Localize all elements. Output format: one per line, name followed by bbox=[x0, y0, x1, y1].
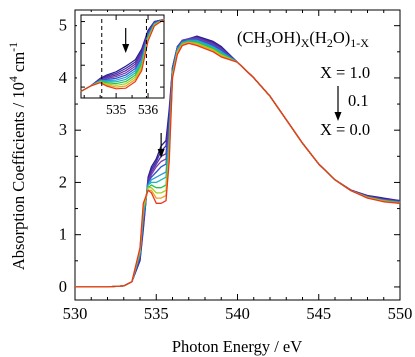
inset-axis-ticks: 535 536 bbox=[81, 15, 165, 117]
y-axis-label-exp: 4 bbox=[6, 76, 20, 82]
y-axis-label-unit-exp: -1 bbox=[6, 42, 20, 52]
main-axis-ticks: 530 535 540 545 550 0 1 2 3 4 5 bbox=[59, 10, 413, 323]
x-tick-label: 530 bbox=[63, 304, 88, 323]
main-series-lines bbox=[75, 35, 401, 288]
y-axis-label: Absorption Coefficients / 104 cm-1 bbox=[6, 42, 28, 270]
inset-frame bbox=[80, 14, 165, 99]
y-tick-label: 1 bbox=[59, 225, 67, 244]
legend-x-start: X = 1.0 bbox=[320, 63, 370, 82]
y-tick-label: 5 bbox=[59, 16, 67, 35]
x-tick-label: 540 bbox=[225, 304, 250, 323]
x-axis-label: Photon Energy / eV bbox=[172, 337, 302, 356]
x-tick-label: 535 bbox=[144, 304, 169, 323]
y-axis-label-main: Absorption Coefficients / 10 bbox=[9, 82, 28, 270]
y-axis-label-unit: cm bbox=[9, 52, 28, 72]
inset-x-tick-label: 536 bbox=[138, 102, 159, 117]
inset-series-lines bbox=[80, 18, 165, 92]
inset-arrow-annotation bbox=[122, 28, 130, 53]
legend-formula: (CH3OH)X(H2O)1-X bbox=[237, 28, 369, 50]
y-tick-label: 2 bbox=[59, 172, 67, 191]
main-arrow-annotation bbox=[157, 133, 165, 158]
series-line-10 bbox=[75, 42, 401, 288]
y-tick-label: 4 bbox=[59, 68, 67, 87]
legend-x-mid: 0.1 bbox=[348, 91, 369, 110]
inset-x-tick-label: 535 bbox=[106, 102, 127, 117]
y-tick-label: 0 bbox=[59, 277, 67, 296]
legend-arrow-head bbox=[334, 112, 342, 121]
x-tick-label: 550 bbox=[388, 304, 413, 323]
legend: (CH3OH)X(H2O)1-X X = 1.0 0.1 X = 0.0 bbox=[237, 28, 370, 139]
legend-x-end: X = 0.0 bbox=[320, 120, 370, 139]
inset-series-line-10 bbox=[80, 18, 165, 92]
y-tick-label: 3 bbox=[59, 120, 67, 139]
x-tick-label: 545 bbox=[306, 304, 331, 323]
inset-reference-lines bbox=[101, 19, 147, 98]
